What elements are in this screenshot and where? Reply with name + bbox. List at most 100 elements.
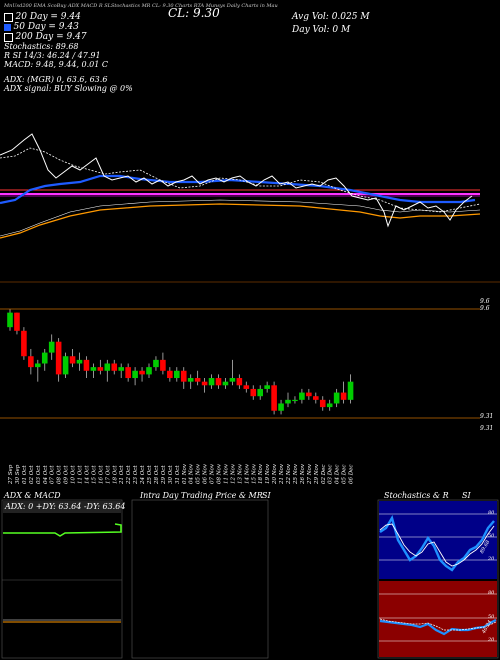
candle-body xyxy=(215,378,222,386)
rsi-panel-bg xyxy=(379,581,497,657)
candle-body xyxy=(194,378,201,382)
candle xyxy=(326,399,333,411)
date-tick-label: 05 Nov xyxy=(196,463,202,484)
date-tick-label: 24 Oct xyxy=(140,465,146,485)
candle-body xyxy=(236,378,243,386)
candle-body xyxy=(299,392,305,400)
candle xyxy=(340,381,347,404)
candle-body xyxy=(7,312,13,328)
date-tick-label: 04 Dec xyxy=(335,465,341,485)
legend-item-50day: 50 Day = 9.43 xyxy=(4,22,133,32)
adx-line xyxy=(3,523,122,537)
candle-body xyxy=(333,392,340,404)
candle xyxy=(236,374,243,389)
candle xyxy=(299,388,305,404)
date-tick-label: 08 Nov xyxy=(217,463,223,484)
candle-body xyxy=(153,359,159,368)
candle-body xyxy=(41,352,48,364)
candle-body xyxy=(139,370,145,375)
candle xyxy=(76,352,83,371)
candle-body xyxy=(340,392,347,400)
rsi-tick-50: 50 xyxy=(488,614,495,620)
date-tick-label: 07 Oct xyxy=(50,465,56,484)
candle xyxy=(132,367,138,386)
date-tick-label: 21 Nov xyxy=(279,463,285,485)
stoch-k-line xyxy=(379,514,495,572)
candle-body xyxy=(146,367,152,375)
avg-volume: Avg Vol: 0.025 M xyxy=(292,12,370,22)
price-chart: 27 Sep 30 Sep 01 Oct 02 Oct 03 Oct 04 Oct 07 O… xyxy=(0,133,500,485)
date-tick-label: 29 Oct xyxy=(161,465,167,485)
candle-body xyxy=(104,363,111,371)
date-tick-label: 03 Oct xyxy=(36,465,42,484)
date-tick-label: 26 Nov xyxy=(300,463,306,485)
ma-200-line xyxy=(0,199,481,237)
candle-body xyxy=(271,385,277,411)
date-tick-label: 15 Nov xyxy=(251,463,257,484)
date-tick-label: 28 Oct xyxy=(154,465,160,485)
candle-body xyxy=(111,363,118,371)
date-tick-label: 25 Nov xyxy=(293,463,299,485)
candle xyxy=(194,370,201,386)
adx-panel-frame xyxy=(1,499,123,659)
candle-body xyxy=(264,385,270,389)
candle xyxy=(271,381,277,415)
candle-body xyxy=(326,403,333,408)
rsi-signal-line xyxy=(379,618,497,631)
rsi-tick-20: 20 xyxy=(488,637,495,643)
intra-panel-frame xyxy=(131,499,269,659)
date-tick-label: 07 Nov xyxy=(210,463,216,484)
date-tick-label: 14 Oct xyxy=(84,465,90,484)
candle-body xyxy=(48,341,55,353)
price-axis-lower2: 9.31 xyxy=(480,425,494,432)
candle-body xyxy=(83,359,90,371)
candle-body xyxy=(35,363,41,368)
date-tick-label: 04 Nov xyxy=(189,463,195,484)
candle xyxy=(97,359,104,375)
legend-swatch xyxy=(4,32,13,42)
date-tick-label: 04 Oct xyxy=(43,465,49,484)
candle-body xyxy=(243,385,250,389)
candle xyxy=(55,338,62,382)
candle xyxy=(201,378,208,393)
candle xyxy=(160,352,166,375)
ma-20-line xyxy=(0,147,481,213)
ma-orange-line xyxy=(0,203,481,239)
stoch-tick-50: 50 xyxy=(488,533,495,539)
price-axis-upper: 9.6 xyxy=(480,298,490,305)
price-axis-lower: 9.31 xyxy=(480,413,494,420)
legend-item-20day: 20 Day = 9.44 xyxy=(4,12,133,22)
candle-body xyxy=(90,367,97,371)
candle xyxy=(243,381,250,393)
stoch-panel-title: Stochastics & R xyxy=(384,491,449,500)
date-tick-label: 06 Dec xyxy=(349,465,355,485)
stochastics-value: Stochastics: 89.68 xyxy=(4,42,79,51)
candle xyxy=(7,309,13,331)
candle xyxy=(41,348,48,371)
date-tick-label: 18 Oct xyxy=(112,465,118,484)
moving-averages xyxy=(0,133,481,239)
date-tick-label: 12 Nov xyxy=(230,463,236,484)
candle-body xyxy=(14,312,20,331)
candle xyxy=(250,385,257,400)
candle xyxy=(215,374,222,389)
date-tick-label: 18 Nov xyxy=(258,463,264,484)
date-tick-label: 21 Oct xyxy=(119,465,125,485)
date-tick-label: 01 Nov xyxy=(182,463,188,484)
candle-body xyxy=(257,388,263,397)
candle-body xyxy=(347,381,354,400)
candle xyxy=(222,378,229,389)
date-tick-label: 27 Sep xyxy=(8,464,14,485)
date-tick-label: 25 Oct xyxy=(147,465,153,485)
candle-body xyxy=(180,370,187,382)
date-tick-label: 29 Nov xyxy=(314,463,320,485)
date-axis: 27 Sep 30 Sep 01 Oct 02 Oct 03 Oct 04 Oct 07 O… xyxy=(8,463,355,485)
candle-body xyxy=(201,381,208,386)
candle xyxy=(306,388,312,400)
date-tick-label: 10 Oct xyxy=(71,465,77,484)
candle xyxy=(62,352,69,379)
candle xyxy=(48,334,55,360)
candle-body xyxy=(229,378,236,382)
candle xyxy=(125,363,131,382)
